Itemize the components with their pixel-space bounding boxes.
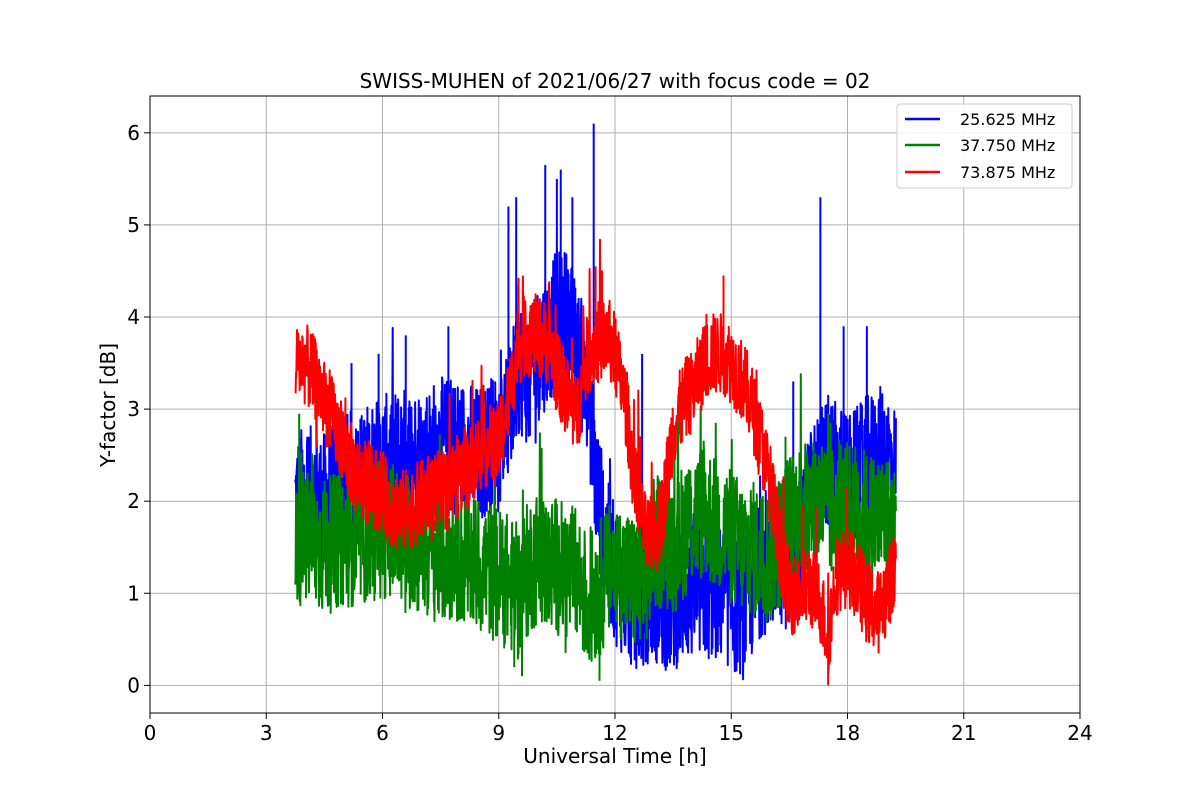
x-tick-label: 12 xyxy=(602,721,627,745)
x-tick-label: 9 xyxy=(492,721,505,745)
y-tick-label: 3 xyxy=(127,397,140,421)
y-tick-label: 4 xyxy=(127,305,140,329)
legend-label-25mhz: 25.625 MHz xyxy=(960,110,1055,129)
y-tick-label: 6 xyxy=(127,121,140,145)
y-axis-label: Y-factor [dB] xyxy=(96,343,120,468)
legend-label-73mhz: 73.875 MHz xyxy=(960,163,1055,182)
y-tick-label: 2 xyxy=(127,489,140,513)
x-tick-label: 3 xyxy=(260,721,273,745)
series-line-3 xyxy=(294,238,897,675)
chart-title: SWISS-MUHEN of 2021/06/27 with focus cod… xyxy=(360,69,871,93)
x-tick-label: 0 xyxy=(144,721,157,745)
x-tick-label: 18 xyxy=(835,721,860,745)
x-axis-label: Universal Time [h] xyxy=(523,744,706,768)
y-tick-label: 0 xyxy=(127,673,140,697)
x-tick-label: 6 xyxy=(376,721,389,745)
legend-label-37mhz: 37.750 MHz xyxy=(960,136,1055,155)
x-tick-label: 21 xyxy=(951,721,976,745)
x-tick-label: 15 xyxy=(719,721,744,745)
y-tick-label: 5 xyxy=(127,213,140,237)
series-lines xyxy=(294,123,897,686)
legend-box xyxy=(896,103,1073,189)
x-tick-label: 24 xyxy=(1067,721,1092,745)
legend: 25.625 MHz 37.750 MHz 73.875 MHz xyxy=(896,103,1073,189)
y-tick-label: 1 xyxy=(127,581,140,605)
